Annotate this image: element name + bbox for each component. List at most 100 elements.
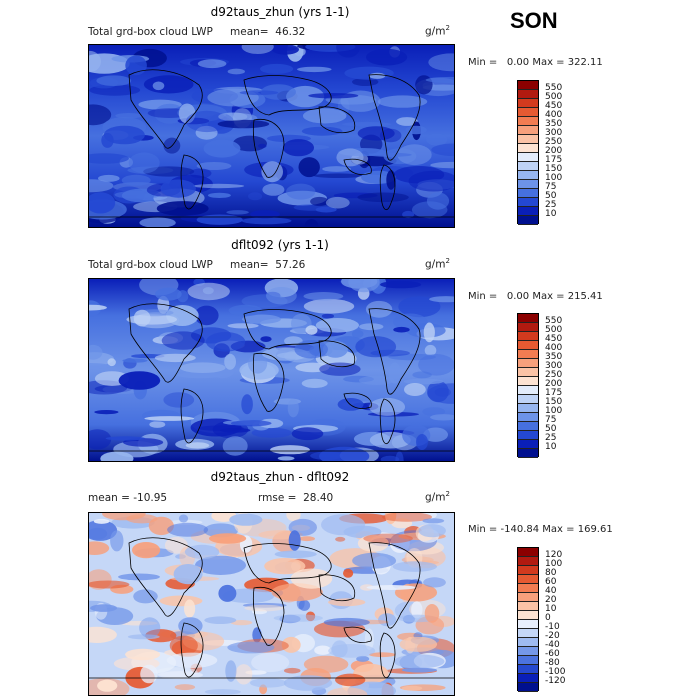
colorbar-box bbox=[518, 314, 538, 323]
field-patch bbox=[230, 420, 272, 427]
field-patch bbox=[313, 173, 363, 178]
field-patch bbox=[244, 604, 284, 612]
field-patch bbox=[336, 45, 360, 58]
field-patch bbox=[225, 660, 237, 682]
field-patch bbox=[281, 636, 301, 653]
field-patch bbox=[335, 536, 346, 542]
colorbar-box bbox=[518, 332, 538, 341]
colorbar-box bbox=[518, 386, 538, 395]
field-patch bbox=[260, 63, 294, 74]
field-patch bbox=[89, 104, 112, 126]
field-patch bbox=[89, 192, 116, 214]
field-patch bbox=[89, 304, 107, 311]
field-patch bbox=[144, 416, 195, 421]
panel1-colorbar-labels: 550 500 450 400 350 300 250 200 175 150 100 75 50 25 1… bbox=[545, 80, 585, 224]
field-patch bbox=[187, 282, 230, 301]
field-patch bbox=[260, 84, 296, 100]
field-patch bbox=[127, 634, 160, 640]
panel3-min-max: Min = -140.84 Max = 169.61 bbox=[468, 524, 613, 535]
field-patch bbox=[282, 139, 314, 157]
colorbar-box bbox=[518, 135, 538, 144]
field-patch bbox=[310, 196, 329, 207]
field-patch bbox=[178, 103, 196, 124]
colorbar-level-label: 200 bbox=[545, 146, 563, 156]
field-patch bbox=[408, 170, 454, 192]
colorbar-box bbox=[518, 395, 538, 404]
colorbar-box bbox=[518, 647, 538, 656]
field-patch bbox=[369, 72, 386, 79]
field-patch bbox=[98, 174, 120, 182]
field-patch bbox=[196, 162, 232, 170]
field-patch bbox=[393, 654, 445, 669]
colorbar-box bbox=[518, 548, 538, 557]
field-patch bbox=[161, 331, 205, 350]
field-patch bbox=[227, 641, 275, 654]
field-patch bbox=[125, 648, 161, 661]
field-patch bbox=[341, 121, 392, 127]
colorbar-level-label: 550 bbox=[545, 316, 563, 326]
field-patch bbox=[204, 616, 237, 624]
field-patch bbox=[287, 398, 299, 418]
colorbar-box bbox=[518, 153, 538, 162]
field-patch bbox=[89, 580, 130, 589]
field-patch bbox=[197, 59, 227, 69]
colorbar-level-label: 300 bbox=[545, 128, 563, 138]
field-patch bbox=[283, 675, 333, 691]
colorbar-box bbox=[518, 81, 538, 90]
colorbar-level-label: 75 bbox=[545, 415, 557, 425]
colorbar-level-label: 60 bbox=[545, 577, 557, 587]
field-patch bbox=[294, 340, 328, 359]
field-patch bbox=[194, 305, 219, 326]
field-patch bbox=[196, 214, 243, 225]
field-patch bbox=[249, 678, 287, 688]
panel3-colorbar-labels: 120 100 80 60 40 20 10 0 -10 -20 -40 -60 -80 -100 -120 bbox=[545, 547, 585, 691]
field-patch bbox=[110, 530, 124, 552]
field-patch bbox=[89, 520, 118, 541]
field-patch bbox=[327, 687, 368, 695]
colorbar-level-label: 200 bbox=[545, 379, 563, 389]
colorbar-box bbox=[518, 602, 538, 611]
colorbar-level-label: -120 bbox=[545, 676, 566, 686]
colorbar-box bbox=[518, 359, 538, 368]
field-patch bbox=[139, 217, 176, 227]
colorbar-level-label: 25 bbox=[545, 433, 557, 443]
field-patch bbox=[94, 410, 119, 415]
field-patch bbox=[370, 349, 411, 357]
colorbar-box bbox=[518, 350, 538, 359]
colorbar-level-label: -20 bbox=[545, 631, 560, 641]
field-patch bbox=[366, 585, 416, 590]
colorbar-level-label: 450 bbox=[545, 101, 563, 111]
field-patch bbox=[322, 166, 351, 172]
colorbar-level-label: 80 bbox=[545, 568, 557, 578]
field-patch bbox=[426, 133, 448, 146]
field-patch bbox=[303, 292, 344, 301]
field-patch bbox=[232, 135, 267, 152]
colorbar-level-label: 500 bbox=[545, 92, 563, 102]
field-patch bbox=[89, 153, 129, 164]
field-patch bbox=[224, 353, 237, 370]
field-patch bbox=[248, 353, 268, 374]
panel3-map bbox=[88, 512, 455, 696]
field-patch bbox=[163, 392, 195, 408]
field-patch bbox=[160, 179, 196, 198]
field-patch bbox=[242, 314, 281, 324]
colorbar-box bbox=[518, 108, 538, 117]
field-patch bbox=[356, 655, 370, 662]
panel2-map bbox=[88, 278, 455, 462]
field-patch bbox=[154, 353, 196, 363]
colorbar-box bbox=[518, 674, 538, 683]
colorbar-level-label: 150 bbox=[545, 397, 563, 407]
field-patch bbox=[321, 313, 334, 319]
field-patch bbox=[315, 318, 359, 333]
colorbar-box bbox=[518, 404, 538, 413]
field-patch bbox=[241, 217, 292, 225]
field-patch bbox=[133, 309, 151, 327]
field-patch bbox=[428, 53, 454, 72]
field-patch bbox=[333, 192, 378, 199]
panel2-colorbar-labels: 550 500 450 400 350 300 250 200 175 150 100 75 50 25 1… bbox=[545, 313, 585, 457]
panel3-map-field bbox=[89, 513, 454, 695]
field-patch bbox=[122, 358, 148, 363]
field-patch bbox=[411, 601, 423, 619]
colorbar-box bbox=[518, 440, 538, 449]
field-patch bbox=[401, 685, 423, 691]
